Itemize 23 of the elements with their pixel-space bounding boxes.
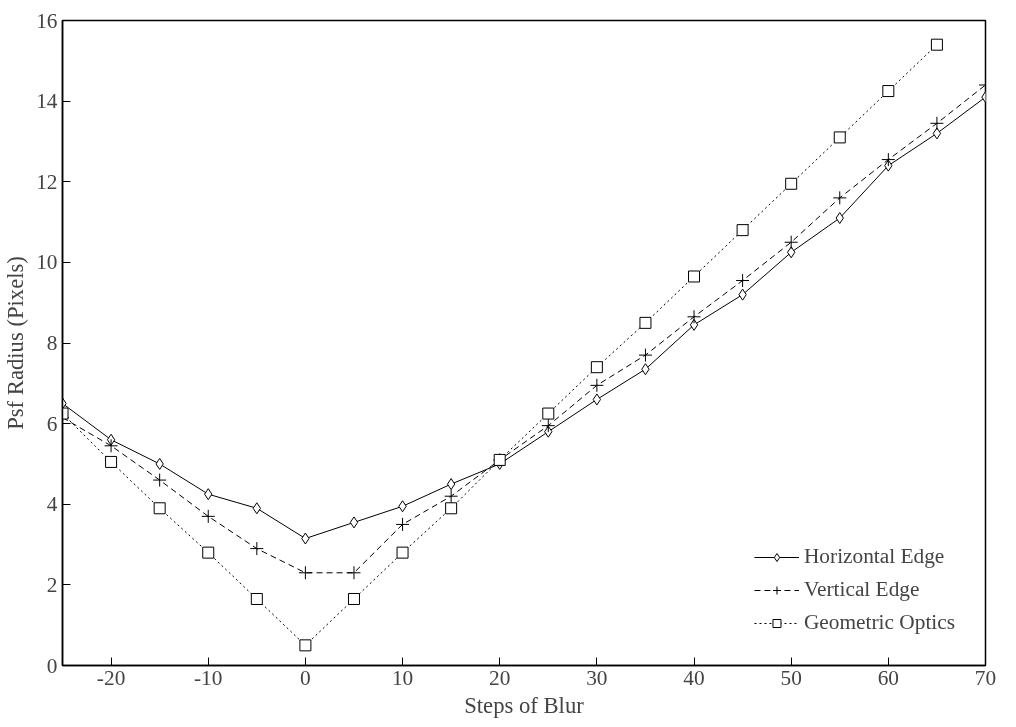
y-tick-label: 12: [36, 169, 58, 194]
y-tick-label: 6: [46, 411, 58, 436]
x-tick-label: 10: [391, 665, 414, 690]
x-tick-label: 40: [683, 665, 705, 690]
x-tick-label: -20: [96, 665, 126, 690]
x-tick-label: 30: [586, 665, 608, 690]
y-axis-title: Psf Radius (Pixels): [3, 256, 29, 430]
x-tick-label: 20: [489, 665, 511, 690]
x-tick-label: 60: [877, 665, 900, 690]
legend-label: Vertical Edge: [803, 577, 920, 602]
legend-label: Geometric Optics: [803, 610, 955, 635]
y-tick-label: 14: [36, 89, 58, 114]
y-tick-label: 2: [46, 572, 58, 597]
y-tick-label: 10: [36, 250, 58, 275]
x-tick-label: 0: [300, 665, 311, 690]
y-tick-label: 16: [36, 8, 58, 33]
legend-label: Horizontal Edge: [803, 544, 945, 569]
y-tick-label: 4: [46, 492, 58, 517]
y-tick-label: 8: [46, 331, 58, 355]
x-tick-label: -10: [194, 665, 223, 690]
x-tick-label: 50: [780, 665, 802, 690]
x-tick-label: 70: [974, 665, 997, 690]
x-axis-title: Steps of Blur: [464, 692, 585, 718]
